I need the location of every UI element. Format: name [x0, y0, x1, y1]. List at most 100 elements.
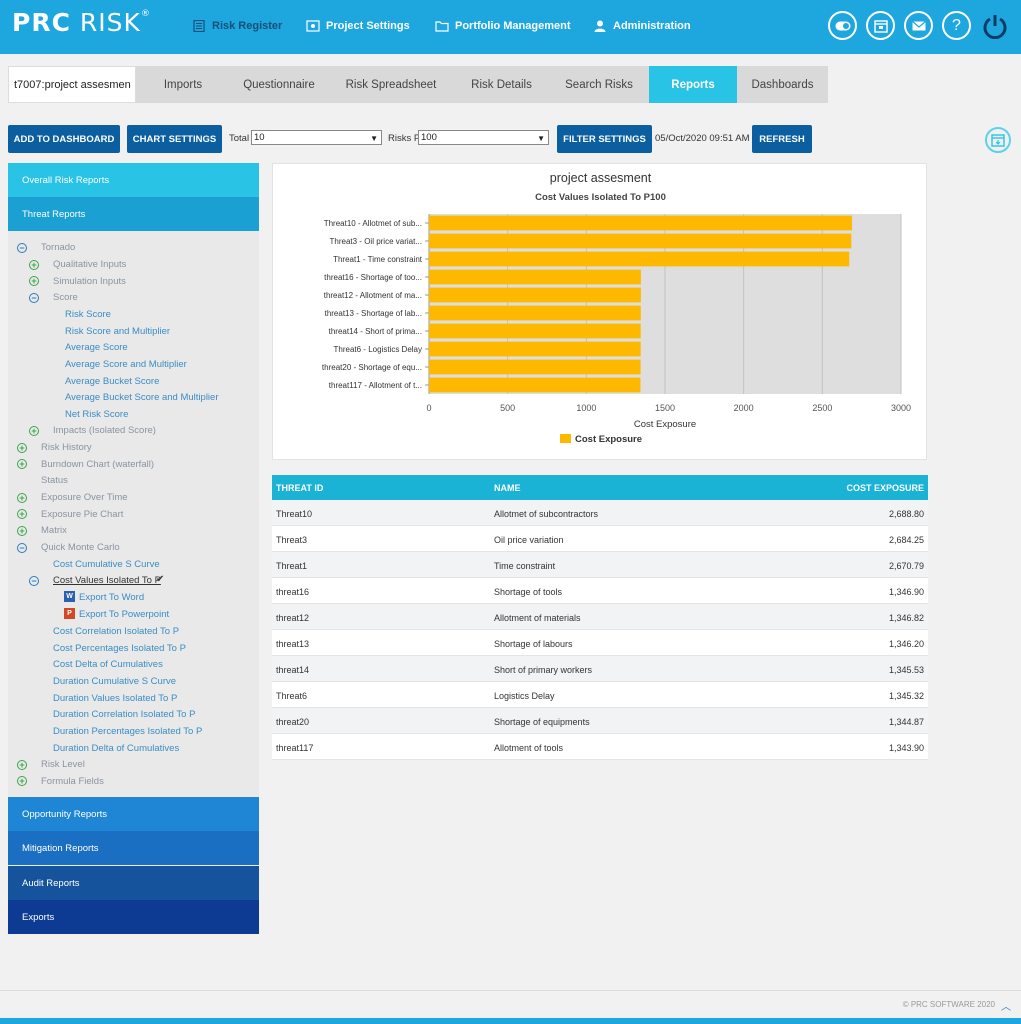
total-select[interactable]: 10 ▼	[251, 130, 382, 145]
tree-tornado[interactable]: Tornado	[41, 242, 76, 253]
tree-duration-percentages[interactable]: Duration Percentages Isolated To P	[53, 726, 203, 737]
tree-duration-cumulative[interactable]: Duration Cumulative S Curve	[53, 676, 177, 687]
tree-cost-cumulative-s-curve[interactable]: Cost Cumulative S Curve	[53, 559, 160, 570]
table-row[interactable]: Threat1 Time constraint 2,670.79	[272, 552, 928, 578]
sidebar-threat-reports[interactable]: Threat Reports	[8, 197, 259, 231]
tree-average-bucket-score-multiplier[interactable]: Average Bucket Score and Multiplier	[65, 392, 219, 403]
nav-portfolio-management[interactable]: Portfolio Management	[435, 18, 571, 34]
bar	[429, 269, 641, 285]
tree-qualitative-inputs[interactable]: Qualitative Inputs	[53, 259, 127, 270]
table-row[interactable]: threat14 Short of primary workers 1,345.53	[272, 656, 928, 682]
chart-card: project assesment Cost Values Isolated T…	[272, 163, 927, 460]
table-row[interactable]: Threat6 Logistics Delay 1,345.32	[272, 682, 928, 708]
tree-formula-fields[interactable]: Formula Fields	[41, 776, 104, 787]
tab-reports[interactable]: Reports	[649, 66, 737, 103]
header-cost-exposure[interactable]: COST EXPOSURE	[846, 483, 924, 493]
tree-risk-history[interactable]: Risk History	[41, 442, 92, 453]
expand-icon[interactable]: +	[17, 493, 27, 503]
tree-net-risk-score[interactable]: Net Risk Score	[65, 409, 129, 420]
expand-icon[interactable]: +	[29, 276, 39, 286]
table-row[interactable]: threat13 Shortage of labours 1,346.20	[272, 630, 928, 656]
tab-search-risks[interactable]: Search Risks	[549, 66, 649, 103]
collapse-icon[interactable]: −	[29, 576, 39, 586]
expand-icon[interactable]: +	[17, 509, 27, 519]
collapse-icon[interactable]: −	[17, 243, 27, 253]
sidebar-overall-risk-reports[interactable]: Overall Risk Reports	[8, 163, 259, 197]
tree-simulation-inputs[interactable]: Simulation Inputs	[53, 276, 126, 287]
sidebar-audit-reports[interactable]: Audit Reports	[8, 866, 259, 900]
nav-project-settings[interactable]: Project Settings	[306, 18, 410, 34]
expand-icon[interactable]: +	[17, 443, 27, 453]
table-row[interactable]: Threat3 Oil price variation 2,684.25	[272, 526, 928, 552]
filter-settings-button[interactable]: FILTER SETTINGS	[557, 125, 652, 153]
tree-cost-values-isolated[interactable]: Cost Values Isolated To P	[53, 575, 161, 586]
tree-exposure-over-time[interactable]: Exposure Over Time	[41, 492, 128, 503]
collapse-icon[interactable]: −	[17, 543, 27, 553]
expand-icon[interactable]: +	[29, 426, 39, 436]
tree-duration-values[interactable]: Duration Values Isolated To P	[53, 693, 178, 704]
tree-risk-level[interactable]: Risk Level	[41, 759, 85, 770]
expand-icon[interactable]: +	[17, 526, 27, 536]
x-tick-label: 2500	[812, 403, 832, 413]
table-row[interactable]: Threat10 Allotmet of subcontractors 2,688.…	[272, 500, 928, 526]
header-name[interactable]: NAME	[494, 483, 521, 493]
export-icon[interactable]	[985, 127, 1011, 153]
cell-name: Allotment of tools	[494, 743, 564, 753]
tab-imports[interactable]: Imports	[136, 66, 230, 103]
toggle-icon[interactable]	[828, 11, 857, 40]
tab-dashboards[interactable]: Dashboards	[737, 66, 828, 103]
risks-percentile-select[interactable]: 100 ▼	[418, 130, 549, 145]
export-to-word-link[interactable]: Export To Word	[79, 592, 145, 603]
help-icon[interactable]: ?	[942, 11, 971, 40]
sidebar-mitigation-reports[interactable]: Mitigation Reports	[8, 831, 259, 865]
tab-questionnaire[interactable]: Questionnaire	[230, 66, 328, 103]
tree-cost-percentages[interactable]: Cost Percentages Isolated To P	[53, 643, 186, 654]
cell-name: Oil price variation	[494, 535, 564, 545]
tree-status[interactable]: Status	[41, 475, 68, 486]
tree-average-score[interactable]: Average Score	[65, 342, 128, 353]
chart-settings-button[interactable]: CHART SETTINGS	[127, 125, 222, 153]
scroll-top-icon[interactable]: ︿	[1001, 1002, 1011, 1013]
expand-icon[interactable]: +	[17, 459, 27, 469]
collapse-icon[interactable]: −	[29, 293, 39, 303]
expand-icon[interactable]: +	[29, 260, 39, 270]
app-logo[interactable]: PRC RISK®	[12, 8, 151, 37]
tab-risk-details[interactable]: Risk Details	[454, 66, 549, 103]
expand-icon[interactable]: +	[17, 760, 27, 770]
tree-quick-monte-carlo[interactable]: Quick Monte Carlo	[41, 542, 120, 553]
tree-score[interactable]: Score	[53, 292, 78, 303]
refresh-button[interactable]: REFRESH	[752, 125, 812, 153]
nav-risk-register[interactable]: Risk Register	[192, 18, 282, 34]
header-threat-id[interactable]: THREAT ID	[276, 483, 324, 493]
tree-burndown-chart[interactable]: Burndown Chart (waterfall)	[41, 459, 154, 470]
tree-risk-score[interactable]: Risk Score	[65, 309, 111, 320]
tree-matrix[interactable]: Matrix	[41, 525, 67, 536]
sidebar-opportunity-reports[interactable]: Opportunity Reports	[8, 797, 259, 831]
expand-icon[interactable]: +	[17, 776, 27, 786]
nav-administration[interactable]: Administration	[593, 18, 691, 34]
mail-icon[interactable]	[904, 11, 933, 40]
tree-average-bucket-score[interactable]: Average Bucket Score	[65, 376, 160, 387]
folder-icon	[435, 21, 449, 32]
tree-risk-score-multiplier[interactable]: Risk Score and Multiplier	[65, 326, 171, 337]
tab-risk-spreadsheet[interactable]: Risk Spreadsheet	[328, 66, 454, 103]
power-icon[interactable]	[980, 11, 1009, 40]
table-row[interactable]: threat117 Allotment of tools 1,343.90	[272, 734, 928, 760]
add-to-dashboard-button[interactable]: ADD TO DASHBOARD	[8, 125, 120, 153]
bar	[429, 341, 641, 357]
project-name[interactable]: t7007:project assesmen	[8, 66, 136, 103]
tree-cost-delta[interactable]: Cost Delta of Cumulatives	[53, 659, 163, 670]
export-to-powerpoint-link[interactable]: Export To Powerpoint	[79, 609, 170, 620]
table-row[interactable]: threat12 Allotment of materials 1,346.82	[272, 604, 928, 630]
calendar-icon[interactable]	[866, 11, 895, 40]
tree-exposure-pie-chart[interactable]: Exposure Pie Chart	[41, 509, 124, 520]
sidebar-exports[interactable]: Exports	[8, 900, 259, 934]
tree-cost-correlation[interactable]: Cost Correlation Isolated To P	[53, 626, 180, 637]
tree-duration-correlation[interactable]: Duration Correlation Isolated To P	[53, 709, 196, 720]
tree-duration-delta[interactable]: Duration Delta of Cumulatives	[53, 743, 180, 754]
table-row[interactable]: threat20 Shortage of equipments 1,344.87	[272, 708, 928, 734]
table-row[interactable]: threat16 Shortage of tools 1,346.90	[272, 578, 928, 604]
tree-impacts-isolated-score[interactable]: Impacts (Isolated Score)	[53, 425, 156, 436]
tree-average-score-multiplier[interactable]: Average Score and Multiplier	[65, 359, 187, 370]
cost-exposure-table: THREAT ID NAME COST EXPOSURE Threat10 All…	[272, 475, 928, 760]
